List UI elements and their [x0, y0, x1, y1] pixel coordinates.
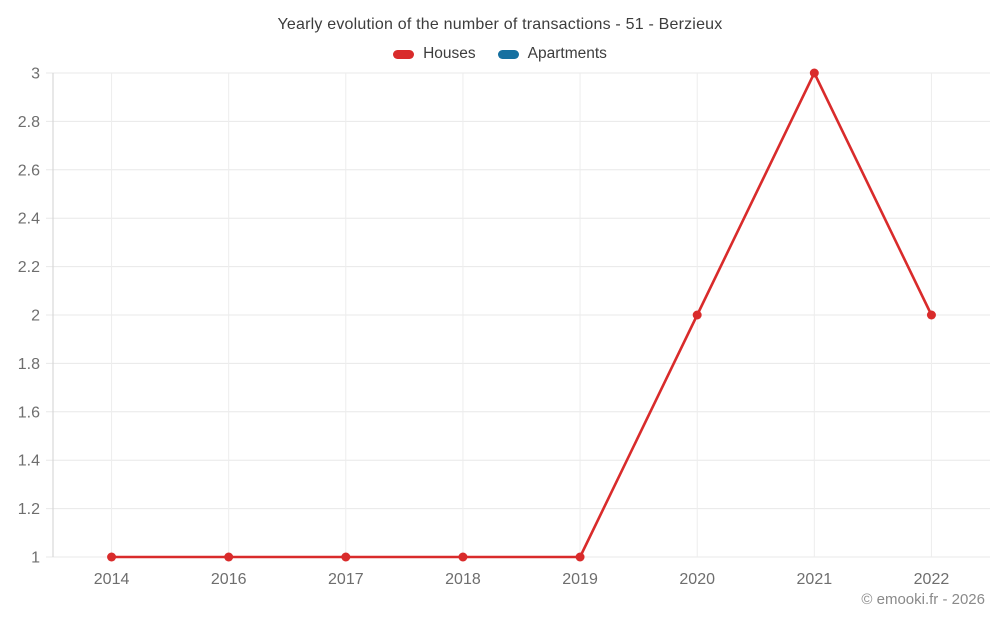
- watermark-credit: © emooki.fr - 2026: [861, 591, 985, 608]
- y-tick-label: 1.6: [18, 404, 40, 421]
- houses-line: [110, 71, 933, 559]
- y-tick-label: 1.8: [18, 356, 40, 373]
- x-tick-label: 2020: [679, 571, 715, 588]
- legend-label-houses: Houses: [423, 45, 476, 62]
- x-tick-label: 2019: [562, 571, 598, 588]
- y-tick-label: 1.2: [18, 501, 40, 518]
- data-point-houses-2019[interactable]: [575, 552, 585, 562]
- x-tick-label: 2021: [797, 571, 833, 588]
- y-tick-label: 2.4: [18, 211, 40, 228]
- legend-label-apartments: Apartments: [527, 45, 607, 62]
- y-tick-label: 2.6: [18, 162, 40, 179]
- data-point-houses-2021[interactable]: [809, 68, 819, 78]
- x-tick-label: 2022: [914, 571, 950, 588]
- y-tick-label: 2: [31, 308, 40, 325]
- apartments-swatch-icon: [497, 49, 519, 59]
- y-tick-label: 1: [31, 550, 40, 567]
- x-tick-label: 2014: [94, 571, 130, 588]
- data-point-houses-2020[interactable]: [692, 310, 702, 320]
- houses-swatch-icon: [393, 49, 415, 59]
- y-tick-label: 2.8: [18, 114, 40, 131]
- legend-item-houses[interactable]: Houses: [393, 45, 476, 63]
- y-tick-label: 2.2: [18, 259, 40, 276]
- data-point-houses-2018[interactable]: [458, 552, 468, 562]
- legend-item-apartments[interactable]: Apartments: [497, 45, 607, 63]
- legend: Houses Apartments: [0, 45, 1000, 63]
- y-tick-label: 1.4: [18, 453, 40, 470]
- x-tick-label: 2018: [445, 571, 481, 588]
- x-tick-label: 2016: [211, 571, 247, 588]
- data-point-houses-2014[interactable]: [107, 552, 117, 562]
- data-point-houses-2022[interactable]: [926, 310, 936, 320]
- data-point-houses-2017[interactable]: [341, 552, 351, 562]
- x-tick-label: 2017: [328, 571, 364, 588]
- chart-title: Yearly evolution of the number of transa…: [277, 16, 723, 33]
- y-tick-label: 3: [31, 66, 40, 83]
- data-point-houses-2016[interactable]: [224, 552, 234, 562]
